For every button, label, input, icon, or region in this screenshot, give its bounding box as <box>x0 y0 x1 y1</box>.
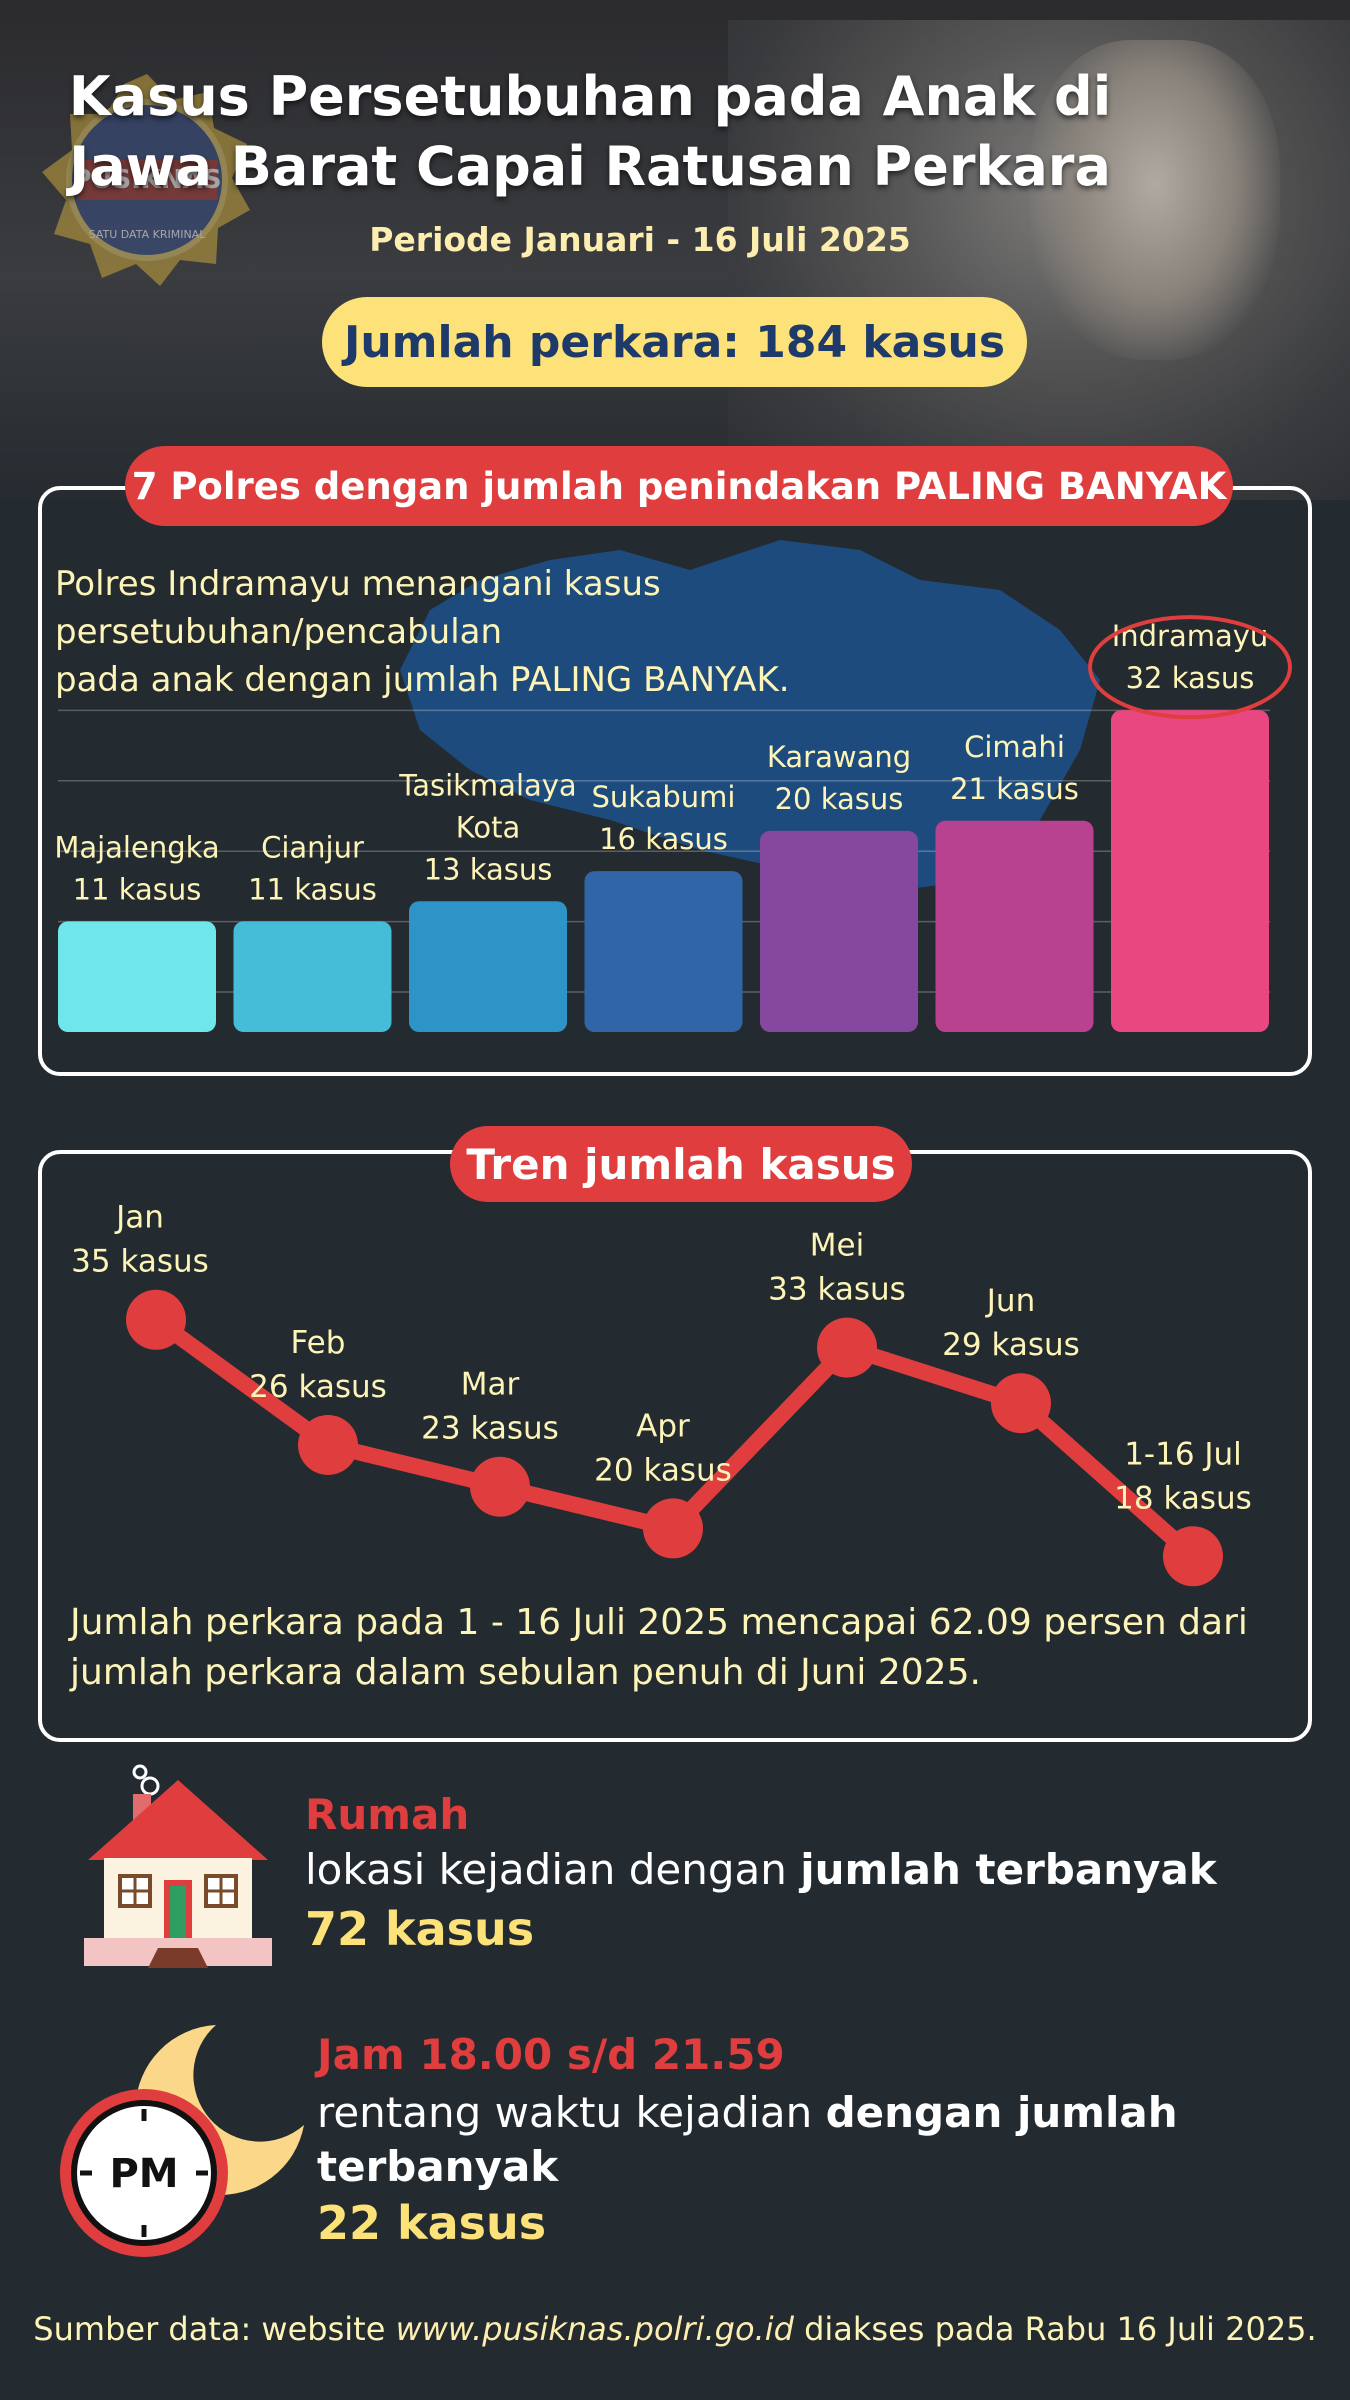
bar-label: Cimahi 21 kasus <box>950 730 1079 806</box>
top-polres-title: 7 Polres dengan jumlah penindakan PALING… <box>125 446 1233 526</box>
clock-label: PM <box>109 2151 178 2197</box>
highlight-circle <box>1088 615 1292 720</box>
west-java-map-shape <box>400 540 1100 890</box>
trend-point-mei <box>817 1317 877 1378</box>
location-text: lokasi kejadian dengan <box>305 1845 801 1894</box>
bar-cimahi <box>935 820 1094 1032</box>
bar-label: Karawang 20 kasus <box>767 740 911 816</box>
location-description: lokasi kejadian dengan jumlah terbanyak <box>305 1845 1217 1894</box>
clock-moon-icon: PM <box>60 2025 304 2257</box>
bar-sukabumi <box>584 871 743 1032</box>
trend-point-1-16-jul <box>1163 1526 1223 1587</box>
trend-point-mar <box>470 1456 530 1517</box>
trend-note: Jumlah perkara pada 1 - 16 Juli 2025 men… <box>70 1602 1248 1693</box>
total-cases-badge: Jumlah perkara: 184 kasus <box>322 297 1027 387</box>
trend-label: Mar 23 kasus <box>421 1367 559 1447</box>
logo-text: PUSIKNAS <box>72 165 221 195</box>
bar-label: Cianjur 11 kasus <box>248 830 377 906</box>
header: PUSIKNAS SATU DATA KRIMINAL Kasus Perset… <box>0 0 1350 500</box>
page-title: Kasus Persetubuhan pada Anak di Jawa Bar… <box>68 65 1112 198</box>
house-icon <box>84 1764 272 1968</box>
source-link[interactable]: www.pusiknas.polri.go.id <box>395 2310 794 2348</box>
time-title: Jam 18.00 s/d 21.59 <box>317 2030 785 2079</box>
trend-label: Feb 26 kasus <box>249 1325 387 1405</box>
total-cases-text: Jumlah perkara: 184 kasus <box>343 316 1006 368</box>
period-label: Periode Januari - 16 Juli 2025 <box>369 220 911 259</box>
bar-majalengka <box>58 921 216 1032</box>
trend-label: Jan 35 kasus <box>71 1200 209 1280</box>
top-polres-note: Polres Indramayu menangani kasus persetu… <box>55 564 790 700</box>
raised-hand-photo <box>1030 40 1280 360</box>
bar-indramayu <box>1111 710 1269 1032</box>
footer-suffix: diakses pada Rabu 16 Juli 2025. <box>793 2310 1317 2348</box>
trend-title: Tren jumlah kasus <box>450 1126 912 1202</box>
time-text: rentang waktu kejadian <box>317 2088 826 2137</box>
footer-source: Sumber data: website www.pusiknas.polri.… <box>0 2310 1350 2348</box>
trend-label: Apr 20 kasus <box>594 1408 732 1488</box>
time-description: rentang waktu kejadian dengan jumlah ter… <box>317 2086 1257 2194</box>
trend-point-feb <box>298 1414 358 1475</box>
bar-tasikmalaya-kota <box>409 901 567 1032</box>
bar-label: Majalengka 11 kasus <box>54 830 219 906</box>
bar-karawang <box>760 830 918 1032</box>
footer-prefix: Sumber data: website <box>33 2310 396 2348</box>
bar-cianjur <box>233 921 392 1032</box>
time-text-bold: dengan jumlah terbanyak <box>317 2088 1178 2191</box>
trend-label: Jun 29 kasus <box>942 1283 1080 1363</box>
trend-label: 1-16 Jul 18 kasus <box>1114 1436 1252 1516</box>
logo-subtext: SATU DATA KRIMINAL <box>89 228 207 241</box>
trend-point-jun <box>991 1373 1051 1434</box>
location-title: Rumah <box>305 1790 470 1839</box>
location-text-bold: jumlah terbanyak <box>800 1845 1217 1894</box>
trend-point-apr <box>643 1498 703 1559</box>
pusiknas-logo: PUSIKNAS SATU DATA KRIMINAL <box>42 74 250 286</box>
time-value: 22 kasus <box>317 2196 547 2250</box>
trend-point-jan <box>126 1289 186 1350</box>
trend-label: Mei 33 kasus <box>768 1228 906 1308</box>
bar-label: Tasikmalaya Kota 13 kasus <box>398 768 576 886</box>
bar-label: Sukabumi 16 kasus <box>592 780 736 856</box>
location-value: 72 kasus <box>305 1902 535 1956</box>
